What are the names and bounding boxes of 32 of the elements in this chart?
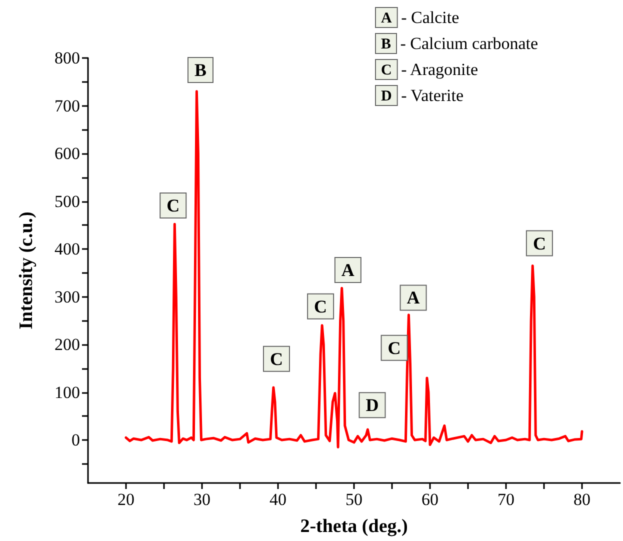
- annotation: C: [388, 338, 401, 358]
- x-tick-label: 60: [422, 490, 438, 509]
- y-tick-label: 100: [54, 382, 80, 402]
- y-tick-label: 400: [54, 240, 80, 259]
- line-series: [124, 90, 584, 448]
- x-tick-label: 30: [194, 490, 210, 509]
- annotation: C: [270, 348, 283, 369]
- y-tick-label: 0: [72, 430, 80, 450]
- x-tick-label: 40: [270, 490, 286, 509]
- annotation: A: [406, 288, 420, 308]
- annotation: C: [314, 296, 328, 316]
- y-tick-label: 800: [54, 48, 80, 68]
- x-tick-label: 80: [574, 490, 590, 509]
- x-axis-title: 2-theta (deg.): [300, 516, 408, 537]
- annotation: C: [166, 196, 180, 216]
- text: A - Calcite: [381, 8, 460, 27]
- y-axis-title: Intensity (c.u.): [16, 212, 37, 330]
- annotation: A: [341, 260, 354, 280]
- text: B - Calcium carbonate: [381, 34, 538, 53]
- annotation: B: [194, 60, 206, 80]
- annotation: D - Vaterite: [381, 86, 464, 105]
- x-tick-label: 70: [498, 490, 514, 509]
- annotation: C: [532, 233, 546, 254]
- y-tick-label: 600: [54, 144, 80, 164]
- y-tick-label: 500: [54, 192, 80, 211]
- annotation: C - Aragonite: [381, 60, 478, 79]
- x-tick-label: 50: [346, 490, 362, 509]
- x-tick-label: 20: [118, 490, 134, 509]
- y-tick-label: 200: [54, 335, 80, 354]
- y-tick-label: 300: [54, 287, 80, 306]
- y-tick-label: 700: [54, 96, 80, 116]
- annotation: D: [366, 395, 379, 416]
